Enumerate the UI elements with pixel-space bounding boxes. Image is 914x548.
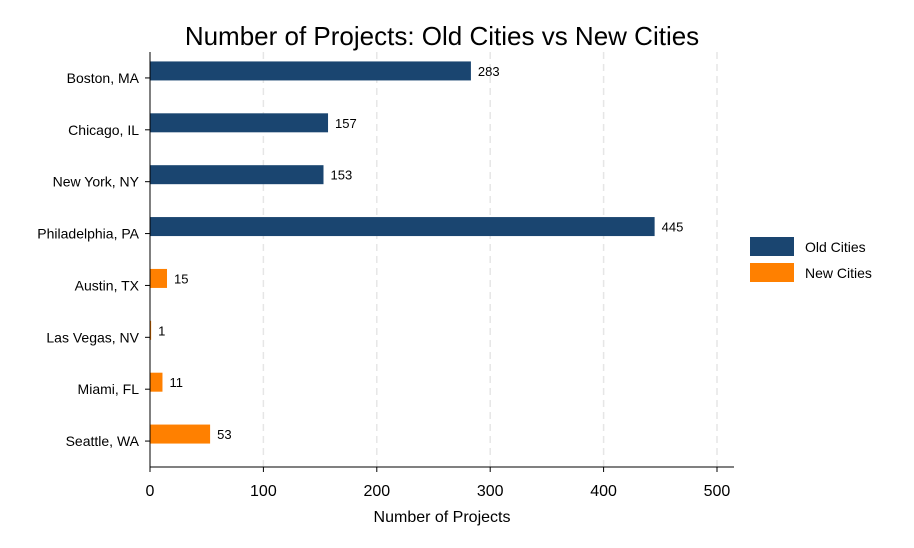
category-label: Austin, TX [75, 277, 140, 293]
x-tick-label: 0 [146, 483, 155, 500]
bar [150, 113, 329, 133]
category-label: Miami, FL [78, 381, 140, 397]
data-label: 53 [217, 427, 231, 442]
legend-label: New Cities [805, 265, 872, 281]
x-tick-label: 100 [250, 483, 277, 500]
category-label: Philadelphia, PA [37, 226, 139, 242]
data-label: 153 [330, 168, 352, 183]
data-label: 11 [169, 375, 183, 390]
x-axis-ticks: 0 100 200 300 400 500 [146, 467, 731, 500]
legend-swatch [750, 237, 794, 256]
data-label: 157 [335, 116, 357, 131]
bar [150, 268, 168, 288]
category-label: New York, NY [53, 174, 140, 190]
bar [150, 424, 211, 444]
bar [150, 372, 163, 392]
data-label: 15 [174, 271, 188, 286]
category-label: Chicago, IL [68, 122, 139, 138]
category-label: Boston, MA [67, 70, 140, 86]
x-tick-label: 400 [590, 483, 617, 500]
legend-label: Old Cities [805, 239, 866, 255]
legend-swatch [750, 263, 794, 282]
category-label: Las Vegas, NV [46, 329, 139, 345]
legend: Old Cities New Cities [750, 237, 872, 282]
x-axis-title: Number of Projects [374, 509, 511, 526]
x-tick-label: 200 [363, 483, 390, 500]
category-labels: Boston, MA Chicago, IL New York, NY Philade… [37, 70, 150, 449]
grid-lines [262, 52, 718, 467]
data-label: 1 [158, 323, 165, 338]
data-label: 283 [478, 64, 500, 79]
category-label: Seattle, WA [66, 433, 140, 449]
chart-title: Number of Projects: Old Cities vs New Ci… [185, 21, 699, 51]
x-tick-label: 300 [477, 483, 504, 500]
bar [150, 320, 152, 340]
data-label: 445 [662, 220, 684, 235]
x-tick-label: 500 [704, 483, 731, 500]
bar [150, 165, 324, 185]
bar [150, 61, 471, 81]
bars [150, 61, 655, 444]
bar [150, 217, 655, 237]
axes [149, 52, 734, 468]
